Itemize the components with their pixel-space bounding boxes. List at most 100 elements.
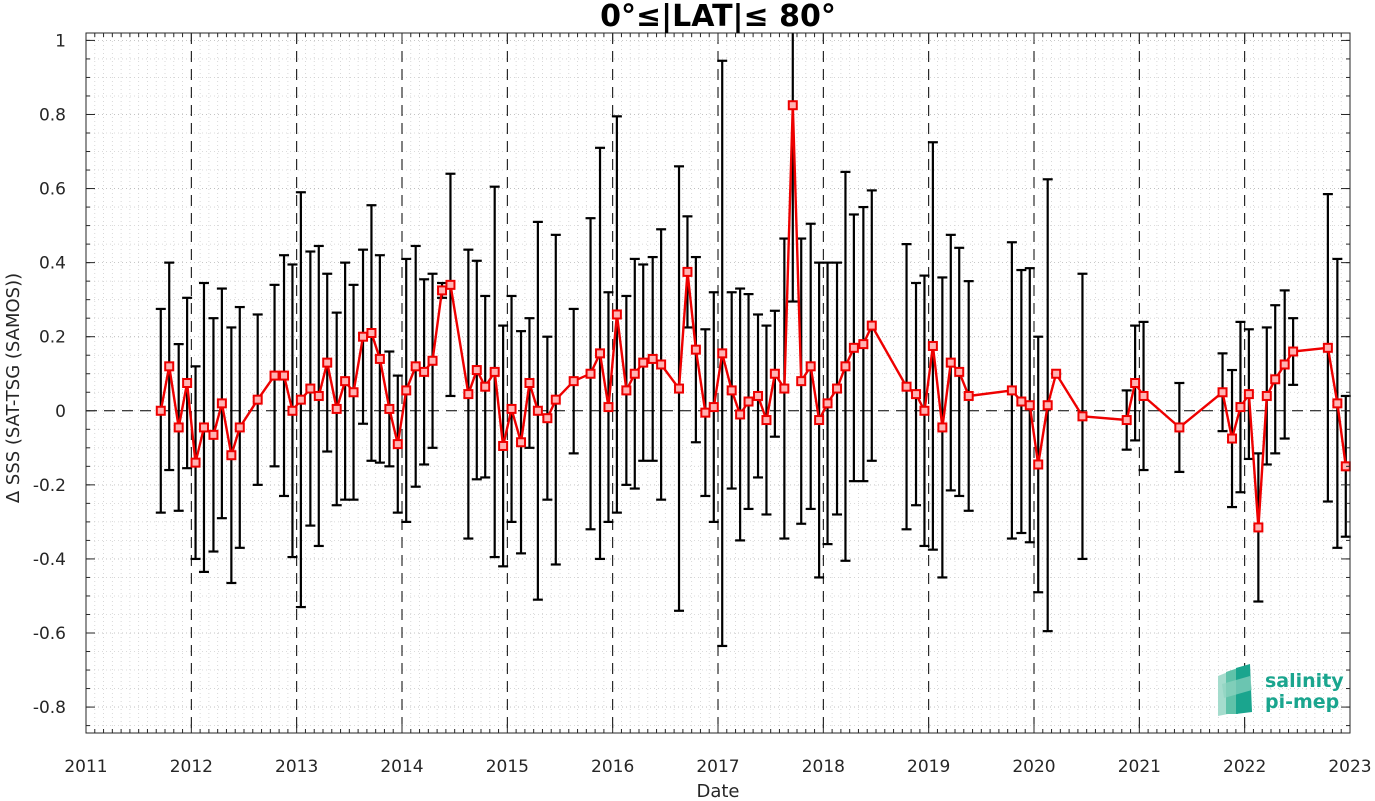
data-point-marker — [1288, 346, 1299, 357]
data-point-marker — [295, 394, 306, 405]
data-point-marker — [1322, 342, 1333, 353]
x-tick-label: 2013 — [275, 757, 318, 777]
data-point-marker — [919, 405, 930, 416]
data-point-marker — [313, 390, 324, 401]
y-tick-label: -0.6 — [33, 624, 66, 644]
data-point-marker — [532, 405, 543, 416]
x-tick-label: 2023 — [1328, 757, 1371, 777]
data-point-marker — [769, 368, 780, 379]
x-tick-label: 2017 — [696, 757, 739, 777]
data-point-marker — [445, 279, 456, 290]
data-point-marker — [954, 366, 965, 377]
data-point-marker — [516, 437, 527, 448]
data-point-marker — [848, 342, 859, 353]
data-point-marker — [647, 353, 658, 364]
x-tick-label: 2020 — [1012, 757, 1055, 777]
data-point-marker — [1243, 389, 1254, 400]
data-point-marker — [585, 368, 596, 379]
ticks — [85, 33, 1351, 733]
data-point-marker — [463, 389, 474, 400]
chart-title: 0°≤|LAT|≤ 80° — [600, 0, 836, 34]
data-point-marker — [524, 378, 535, 388]
data-point-marker — [1227, 433, 1238, 444]
y-tick-label: 0.2 — [39, 328, 66, 348]
data-point-marker — [1042, 400, 1053, 411]
x-axis-label: Date — [696, 781, 739, 801]
y-tick-label: -0.2 — [33, 476, 66, 496]
data-point-marker — [427, 355, 438, 366]
data-point-marker — [374, 353, 385, 364]
data-point-marker — [753, 390, 764, 401]
data-point-marker — [182, 378, 193, 388]
x-tick-labels: 2011 2012 2013 2014 2015 2016 2017 2018 2019 2020… — [64, 757, 1371, 777]
data-point-marker — [498, 440, 509, 451]
data-point-marker — [437, 285, 448, 296]
x-tick-label: 2011 — [64, 757, 107, 777]
data-point-marker — [322, 357, 333, 368]
data-point-marker — [1253, 522, 1264, 533]
data-point-marker — [779, 383, 790, 394]
data-point-marker — [638, 357, 649, 368]
y-tick-label: 1 — [55, 31, 66, 51]
data-point-marker — [198, 422, 209, 433]
x-tick-label: 2021 — [1118, 757, 1161, 777]
y-tick-label: -0.4 — [33, 550, 66, 570]
data-point-marker — [348, 387, 359, 398]
data-point-marker — [506, 403, 517, 414]
x-tick-label: 2012 — [170, 757, 213, 777]
salinity-pi-mep-logo: salinity pi-mep — [1218, 664, 1344, 716]
data-point-marker — [963, 390, 974, 401]
data-point-marker — [927, 340, 938, 351]
data-point-marker — [796, 376, 807, 387]
data-point-marker — [822, 398, 833, 409]
data-point-marker — [305, 383, 316, 394]
data-point-marker — [901, 381, 912, 392]
data-point-marker — [611, 309, 622, 320]
data-point-marker — [226, 450, 237, 461]
data-point-marker — [840, 361, 851, 372]
x-tick-label: 2022 — [1223, 757, 1266, 777]
data-point-marker — [1024, 400, 1035, 411]
data-point-marker — [621, 385, 632, 396]
data-point-marker — [708, 402, 719, 413]
markers — [155, 100, 1351, 533]
data-point-marker — [787, 100, 798, 111]
data-point-marker — [603, 402, 614, 413]
data-point-marker — [1217, 387, 1228, 398]
data-point-marker — [674, 383, 685, 394]
data-point-marker — [410, 361, 421, 372]
data-point-marker — [761, 415, 772, 426]
data-point-marker — [866, 320, 877, 331]
wave-icon — [1218, 664, 1252, 716]
data-point-marker — [726, 385, 737, 396]
y-tick-label: 0.4 — [39, 254, 66, 274]
data-point-marker — [287, 405, 298, 416]
data-point-marker — [419, 366, 430, 377]
data-point-marker — [656, 359, 667, 370]
data-point-marker — [690, 344, 701, 355]
data-point-marker — [164, 361, 175, 372]
data-point-marker — [832, 383, 843, 394]
x-tick-label: 2014 — [380, 757, 423, 777]
data-point-marker — [568, 376, 579, 387]
data-point-marker — [945, 357, 956, 368]
data-point-marker — [269, 370, 280, 381]
logo-line2: pi-mep — [1265, 691, 1339, 713]
data-point-marker — [1077, 411, 1088, 422]
data-point-marker — [234, 422, 245, 433]
x-tick-label: 2019 — [907, 757, 950, 777]
data-point-marker — [858, 339, 869, 350]
data-point-marker — [190, 457, 201, 468]
data-point-marker — [173, 422, 184, 433]
data-point-marker — [1279, 359, 1290, 370]
data-point-marker — [1121, 415, 1132, 426]
data-point-marker — [489, 366, 500, 377]
data-point-marker — [1174, 422, 1185, 433]
data-point-marker — [735, 409, 746, 420]
x-tick-label: 2018 — [802, 757, 845, 777]
data-point-marker — [542, 413, 553, 424]
data-point-marker — [629, 368, 640, 379]
data-point-marker — [1051, 368, 1062, 379]
data-point-marker — [1332, 398, 1343, 409]
data-point-marker — [805, 361, 816, 372]
